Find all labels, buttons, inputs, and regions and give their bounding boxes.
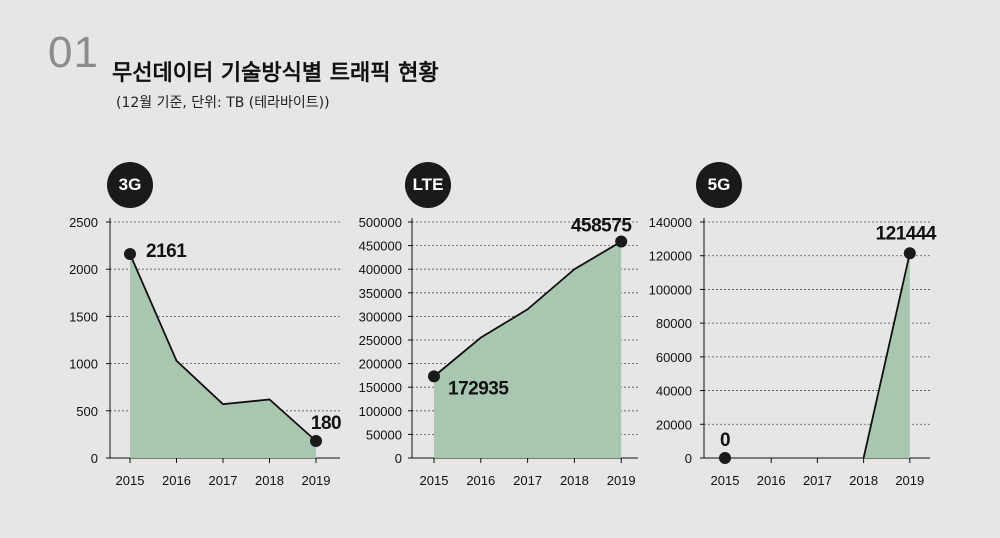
x-tick-label: 2016: [162, 473, 191, 488]
y-tick-label: 0: [395, 451, 402, 466]
x-tick-label: 2015: [420, 473, 449, 488]
y-tick-label: 20000: [656, 417, 692, 432]
y-tick-label: 0: [91, 451, 98, 466]
x-tick-label: 2018: [849, 473, 878, 488]
y-tick-label: 40000: [656, 384, 692, 399]
x-tick-label: 2015: [711, 473, 740, 488]
x-tick-label: 2016: [757, 473, 786, 488]
data-point: [903, 247, 916, 260]
y-tick-label: 60000: [656, 350, 692, 365]
badge-lte: LTE: [405, 162, 451, 208]
y-tick-label: 300000: [359, 309, 402, 324]
y-tick-label: 500000: [359, 215, 402, 230]
y-tick-label: 250000: [359, 333, 402, 348]
x-tick-label: 2019: [895, 473, 924, 488]
y-tick-label: 1000: [69, 357, 98, 372]
data-point: [124, 248, 136, 261]
y-tick-label: 350000: [359, 286, 402, 301]
y-tick-label: 150000: [359, 380, 402, 395]
chart-subtitle: (12월 기준, 단위: TB (테라바이트)): [116, 95, 330, 111]
y-tick-label: 1500: [69, 309, 98, 324]
y-tick-label: 400000: [359, 262, 402, 277]
x-tick-label: 2018: [255, 473, 284, 488]
y-tick-label: 500: [76, 404, 98, 419]
data-point: [428, 370, 440, 383]
y-tick-label: 50000: [366, 427, 402, 442]
data-point: [310, 435, 322, 448]
series-line: [862, 253, 911, 459]
data-label: 172935: [448, 378, 509, 399]
data-label: 0: [720, 430, 730, 451]
x-tick-label: 2017: [513, 473, 542, 488]
y-tick-label: 450000: [359, 239, 402, 254]
x-tick-label: 2017: [209, 473, 238, 488]
series-line: [129, 253, 317, 442]
data-point: [719, 452, 731, 464]
data-label: 458575: [571, 216, 632, 237]
y-tick-label: 0: [685, 451, 692, 466]
y-tick-label: 100000: [359, 404, 402, 419]
x-tick-label: 2018: [560, 473, 589, 488]
y-tick-label: 2000: [69, 262, 98, 277]
data-label: 2161: [146, 241, 187, 262]
y-tick-label: 2500: [69, 215, 98, 230]
section-number: 01: [48, 28, 99, 77]
badge-5g: 5G: [696, 162, 742, 208]
y-tick-label: 140000: [649, 215, 692, 230]
x-tick-label: 2016: [466, 473, 495, 488]
x-tick-label: 2019: [607, 473, 636, 488]
data-point: [615, 235, 628, 248]
y-tick-label: 200000: [359, 357, 402, 372]
x-tick-label: 2015: [116, 473, 145, 488]
x-tick-label: 2019: [302, 473, 331, 488]
y-tick-label: 100000: [649, 282, 692, 297]
data-label: 180: [311, 413, 341, 434]
y-tick-label: 120000: [649, 249, 692, 264]
data-label: 121444: [876, 223, 937, 244]
y-tick-label: 80000: [656, 316, 692, 331]
x-tick-label: 2017: [803, 473, 832, 488]
series-line: [433, 240, 622, 378]
badge-3g: 3G: [107, 162, 153, 208]
area-fill: [434, 241, 622, 458]
area-fill: [130, 254, 316, 458]
chart-title: 무선데이터 기술방식별 트래픽 현황: [112, 61, 439, 86]
